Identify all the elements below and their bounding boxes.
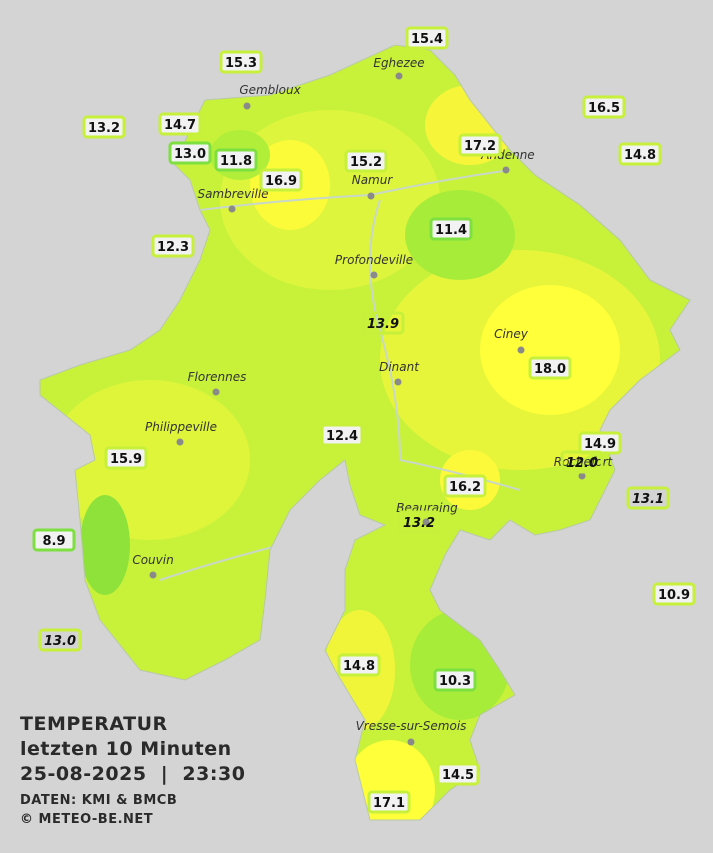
- station-box: [38, 628, 82, 652]
- station-box: [168, 141, 212, 165]
- station-value: 17.1: [373, 796, 405, 811]
- station-box: [344, 149, 388, 173]
- stations: 15.4 15.3 16.5 13.2 14.7 17.2 14.8 13.0 11.8 15.2…: [32, 26, 696, 814]
- station-box: [582, 95, 626, 119]
- city-label: Ciney: [494, 327, 529, 341]
- station-value: 10.3: [439, 674, 471, 689]
- station-value: 13.1: [632, 492, 664, 507]
- station-value: 13.9: [367, 317, 399, 332]
- station-box: [560, 450, 604, 474]
- city-label: Sambreville: [197, 187, 268, 201]
- city-dot: [517, 346, 525, 354]
- station-box: [618, 142, 662, 166]
- station-box: [433, 668, 477, 692]
- station-box: [367, 790, 411, 814]
- station-box: [32, 528, 76, 552]
- city-label: Dinant: [379, 360, 420, 374]
- cities: EghezeeGemblouxAndenneNamurSambrevillePr…: [132, 56, 614, 746]
- station-value: 12.0: [566, 456, 598, 471]
- city-dot: [212, 388, 220, 396]
- city-dot: [422, 518, 430, 526]
- station-value: 13.2: [403, 516, 435, 531]
- station-box: [436, 762, 480, 786]
- station-value: 11.4: [435, 223, 467, 238]
- station-value: 13.0: [174, 147, 206, 162]
- city-label: Vresse-sur-Semois: [356, 719, 467, 733]
- station-value: 14.7: [164, 118, 196, 133]
- city-dot: [502, 166, 510, 174]
- station-box: [405, 26, 449, 50]
- station-value: 10.9: [658, 588, 690, 603]
- city-label: Gembloux: [239, 83, 301, 97]
- station-box: [652, 582, 696, 606]
- city-dot: [578, 472, 586, 480]
- city-label: Namur: [352, 173, 394, 187]
- station-box: [458, 133, 502, 157]
- station-box: [337, 653, 381, 677]
- station-box: [361, 311, 405, 335]
- city-dot: [243, 102, 251, 110]
- station-value: 13.2: [88, 121, 120, 136]
- station-box: [104, 446, 148, 470]
- station-value: 16.5: [588, 101, 620, 116]
- station-box: [626, 486, 670, 510]
- city-label: Florennes: [188, 370, 247, 384]
- station-value: 14.5: [442, 768, 474, 783]
- station-box: [158, 112, 202, 136]
- city-dot: [370, 271, 378, 279]
- city-label: Eghezee: [373, 56, 424, 70]
- city-dot: [228, 205, 236, 213]
- source: DATEN: KMI & BMCB: [20, 793, 177, 808]
- station-box: [151, 234, 195, 258]
- station-value: 14.9: [584, 437, 616, 452]
- title: TEMPERATUR: [20, 713, 168, 735]
- city-dot: [367, 192, 375, 200]
- city-dot: [407, 738, 415, 746]
- station-value: 14.8: [624, 148, 656, 163]
- station-value: 13.0: [44, 634, 76, 649]
- station-value: 17.2: [464, 139, 496, 154]
- station-box: [443, 474, 487, 498]
- station-box: [320, 423, 364, 447]
- city-dot: [176, 438, 184, 446]
- station-value: 16.2: [449, 480, 481, 495]
- station-value: 12.3: [157, 240, 189, 255]
- subtitle: letzten 10 Minuten: [20, 738, 232, 760]
- city-dot: [149, 571, 157, 579]
- city-dot: [394, 378, 402, 386]
- station-box: [259, 168, 303, 192]
- station-value: 15.3: [225, 56, 257, 71]
- timestamp: 25-08-2025 | 23:30: [20, 763, 245, 785]
- city-label: Profondeville: [335, 253, 413, 267]
- station-box: [214, 148, 258, 172]
- copyright: © METEO-BE.NET: [20, 812, 153, 827]
- station-value: 16.9: [265, 174, 297, 189]
- station-box: [219, 50, 263, 74]
- station-box: [82, 115, 126, 139]
- station-box: [528, 356, 572, 380]
- station-value: 15.9: [110, 452, 142, 467]
- station-value: 8.9: [42, 534, 65, 549]
- station-value: 14.8: [343, 659, 375, 674]
- city-label: Rochefort: [554, 455, 614, 469]
- station-box: [397, 510, 441, 534]
- station-value: 12.4: [326, 429, 358, 444]
- station-value: 15.4: [411, 32, 443, 47]
- city-label: Philippeville: [145, 420, 217, 434]
- city-label: Couvin: [132, 553, 173, 567]
- station-value: 18.0: [534, 362, 566, 377]
- station-value: 11.8: [220, 154, 252, 169]
- station-box: [429, 217, 473, 241]
- station-value: 15.2: [350, 155, 382, 170]
- city-dot: [395, 72, 403, 80]
